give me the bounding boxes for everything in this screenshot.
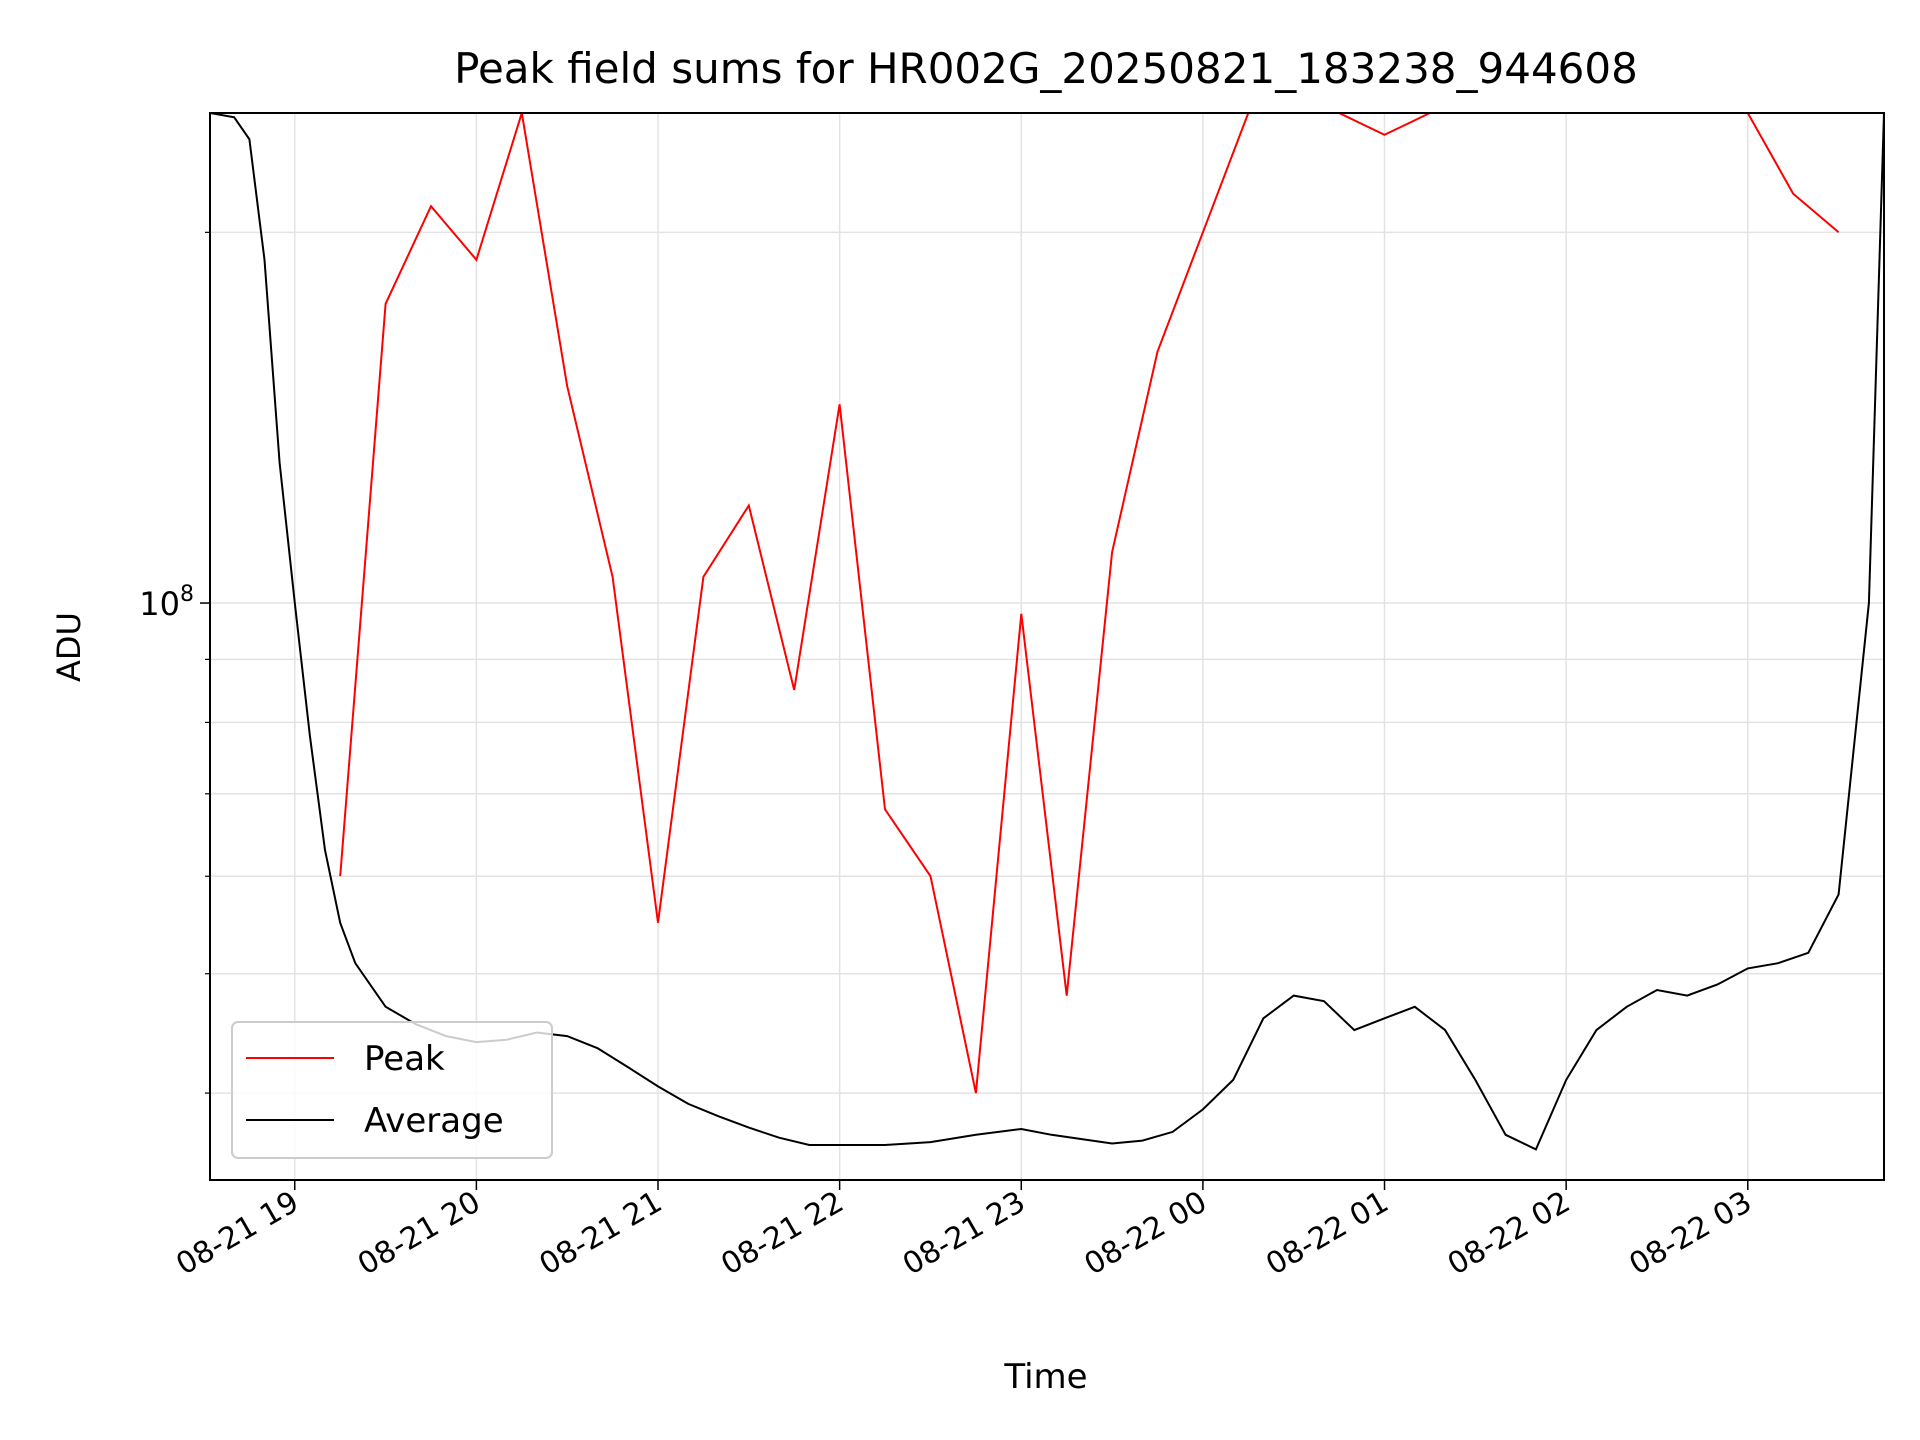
series-line-peak — [339, 113, 1840, 1094]
y-axis-title: ADU — [50, 612, 88, 682]
legend-label-average: Average — [364, 1101, 504, 1141]
legend: Peak Average — [231, 1021, 553, 1159]
chart-title: Peak field sums for HR002G_20250821_1832… — [454, 44, 1638, 93]
y-tick-label: 108 — [139, 582, 194, 623]
series-layer — [210, 113, 1884, 1151]
legend-label-peak: Peak — [364, 1039, 445, 1079]
plot-frame — [209, 112, 1885, 1181]
grid-layer — [210, 113, 1884, 1180]
x-axis-title: Time — [1003, 1357, 1087, 1397]
y-tick-label-exponent: 8 — [180, 582, 194, 607]
series-line-average — [210, 113, 1884, 1151]
y-tick-layer: 108 — [139, 231, 210, 1094]
legend-box — [231, 1021, 553, 1159]
y-tick-label-base: 10 — [139, 585, 180, 623]
